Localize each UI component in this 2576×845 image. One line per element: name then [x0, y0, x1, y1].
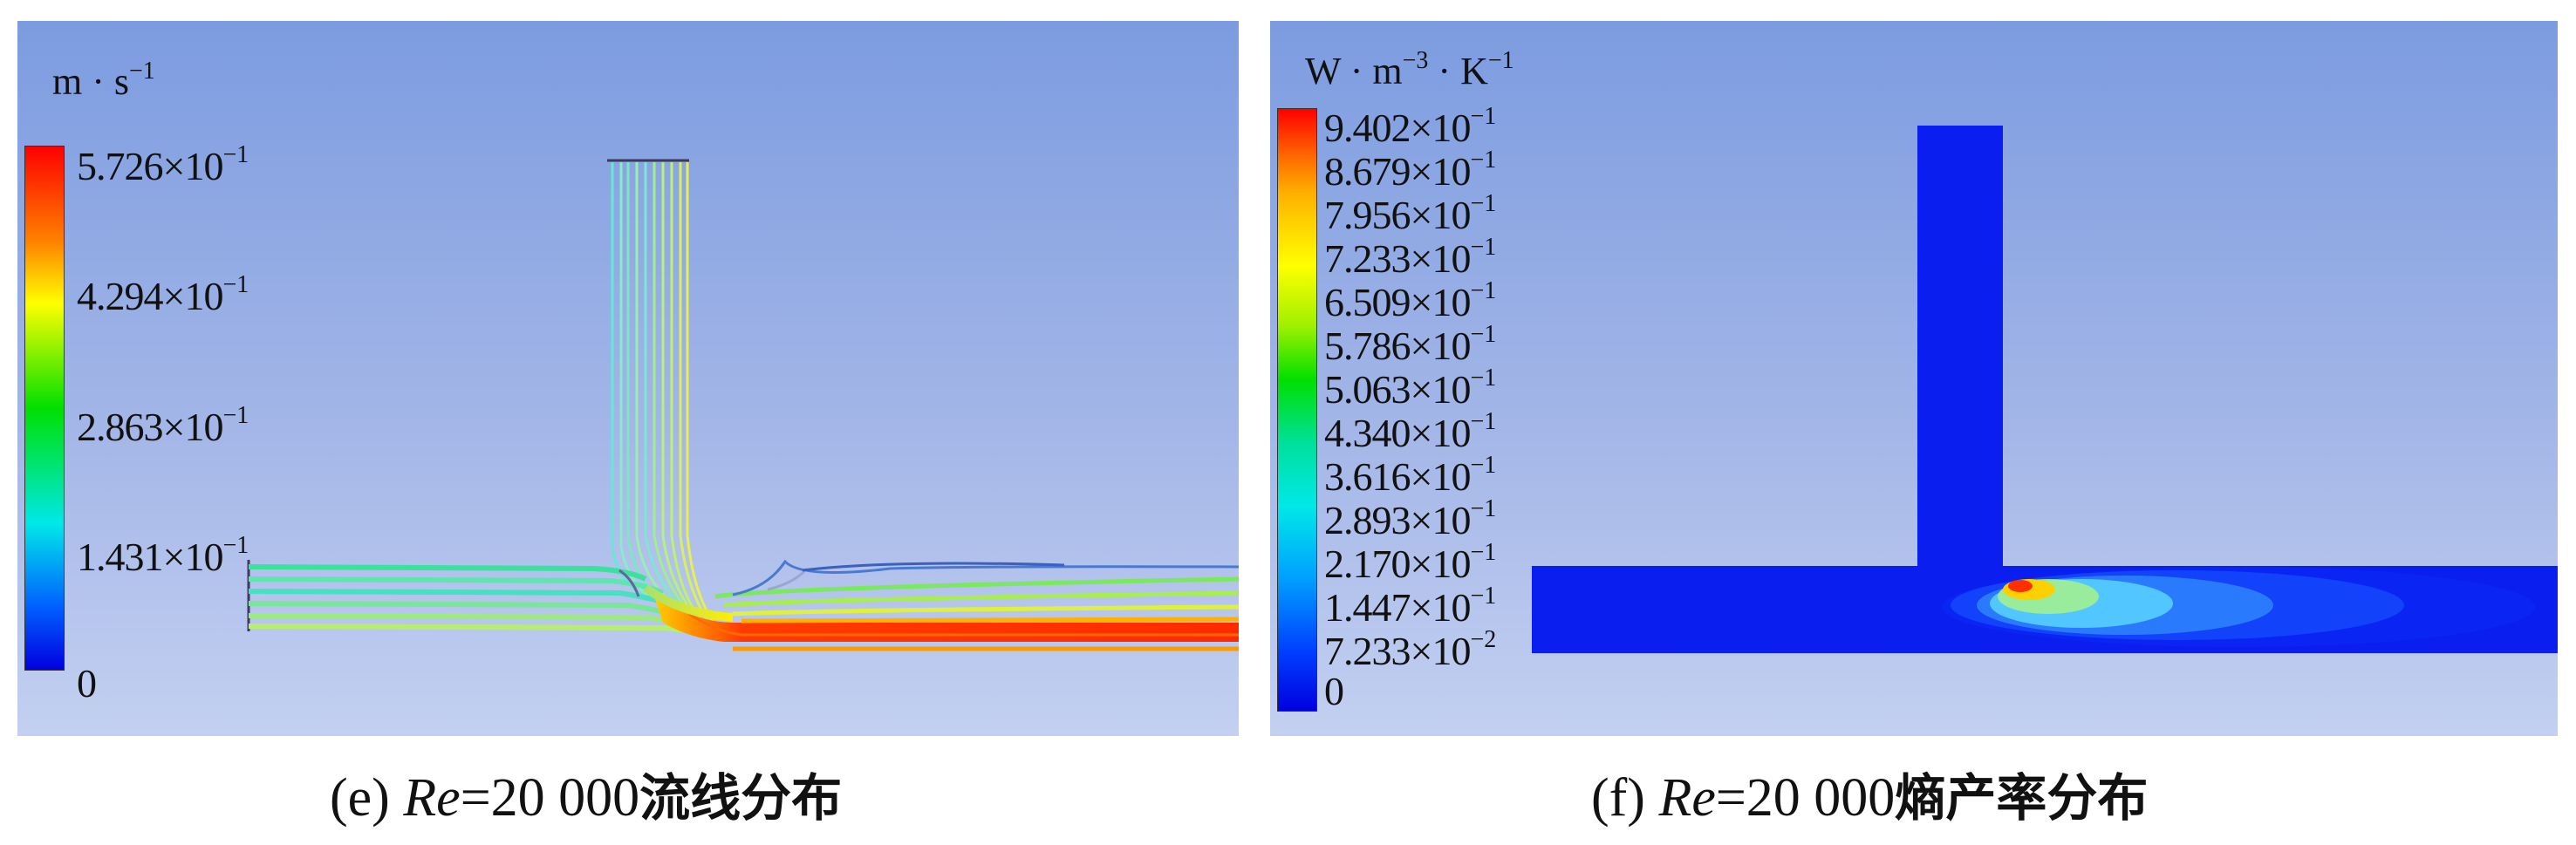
colorbar-tick-label: 2.170×10−1: [1324, 539, 1497, 586]
colorbar-tick-label: 5.063×10−1: [1324, 365, 1497, 412]
colorbar-tick-label: 3.616×10−1: [1324, 452, 1497, 499]
streamline-panel: m · s−1 5.726×10−1 4.294×10−1 2.863×10−1 1.…: [17, 21, 1239, 736]
colorbar-tick-label: 7.233×10−1: [1324, 234, 1497, 281]
colorbar-tick-label: 4.294×10−1: [77, 271, 249, 319]
entropy-panel: W · m−3 · K−1 9.402×10−1 8.679×10−1 7.956×…: [1270, 21, 2558, 736]
velocity-colorbar: [24, 146, 65, 671]
colorbar-tick-label: 0: [77, 661, 97, 705]
colorbar-tick-label: 2.863×10−1: [77, 401, 249, 449]
colorbar-tick-label: 1.447×10−1: [1324, 583, 1497, 630]
colorbar-tick-label: 7.233×10−2: [1324, 626, 1497, 673]
colorbar-tick-label: 4.340×10−1: [1324, 408, 1497, 455]
colorbar-tick-label: 5.726×10−1: [77, 141, 249, 188]
streamline-plot: [247, 159, 1239, 651]
entropy-colorbar: [1277, 108, 1317, 712]
colorbar-tick-label: 1.431×10−1: [77, 531, 249, 579]
colorbar-tick-label: 0: [1324, 669, 1344, 713]
colorbar-tick-label: 9.402×10−1: [1324, 103, 1497, 150]
caption-f: (f) Re=20 000熵产率分布: [1591, 768, 2149, 828]
colorbar-tick-label: 7.956×10−1: [1324, 190, 1497, 237]
entropy-contour-plot: [1532, 126, 2558, 653]
colorbar-tick-label: 6.509×10−1: [1324, 277, 1497, 324]
colorbar-tick-label: 8.679×10−1: [1324, 147, 1497, 194]
colorbar-tick-label: 2.893×10−1: [1324, 495, 1497, 542]
entropy-unit-label: W · m−3 · K−1: [1305, 47, 1514, 92]
velocity-unit-label: m · s−1: [52, 58, 155, 103]
caption-e: (e) Re=20 000流线分布: [330, 768, 843, 828]
colorbar-tick-label: 5.786×10−1: [1324, 321, 1497, 368]
